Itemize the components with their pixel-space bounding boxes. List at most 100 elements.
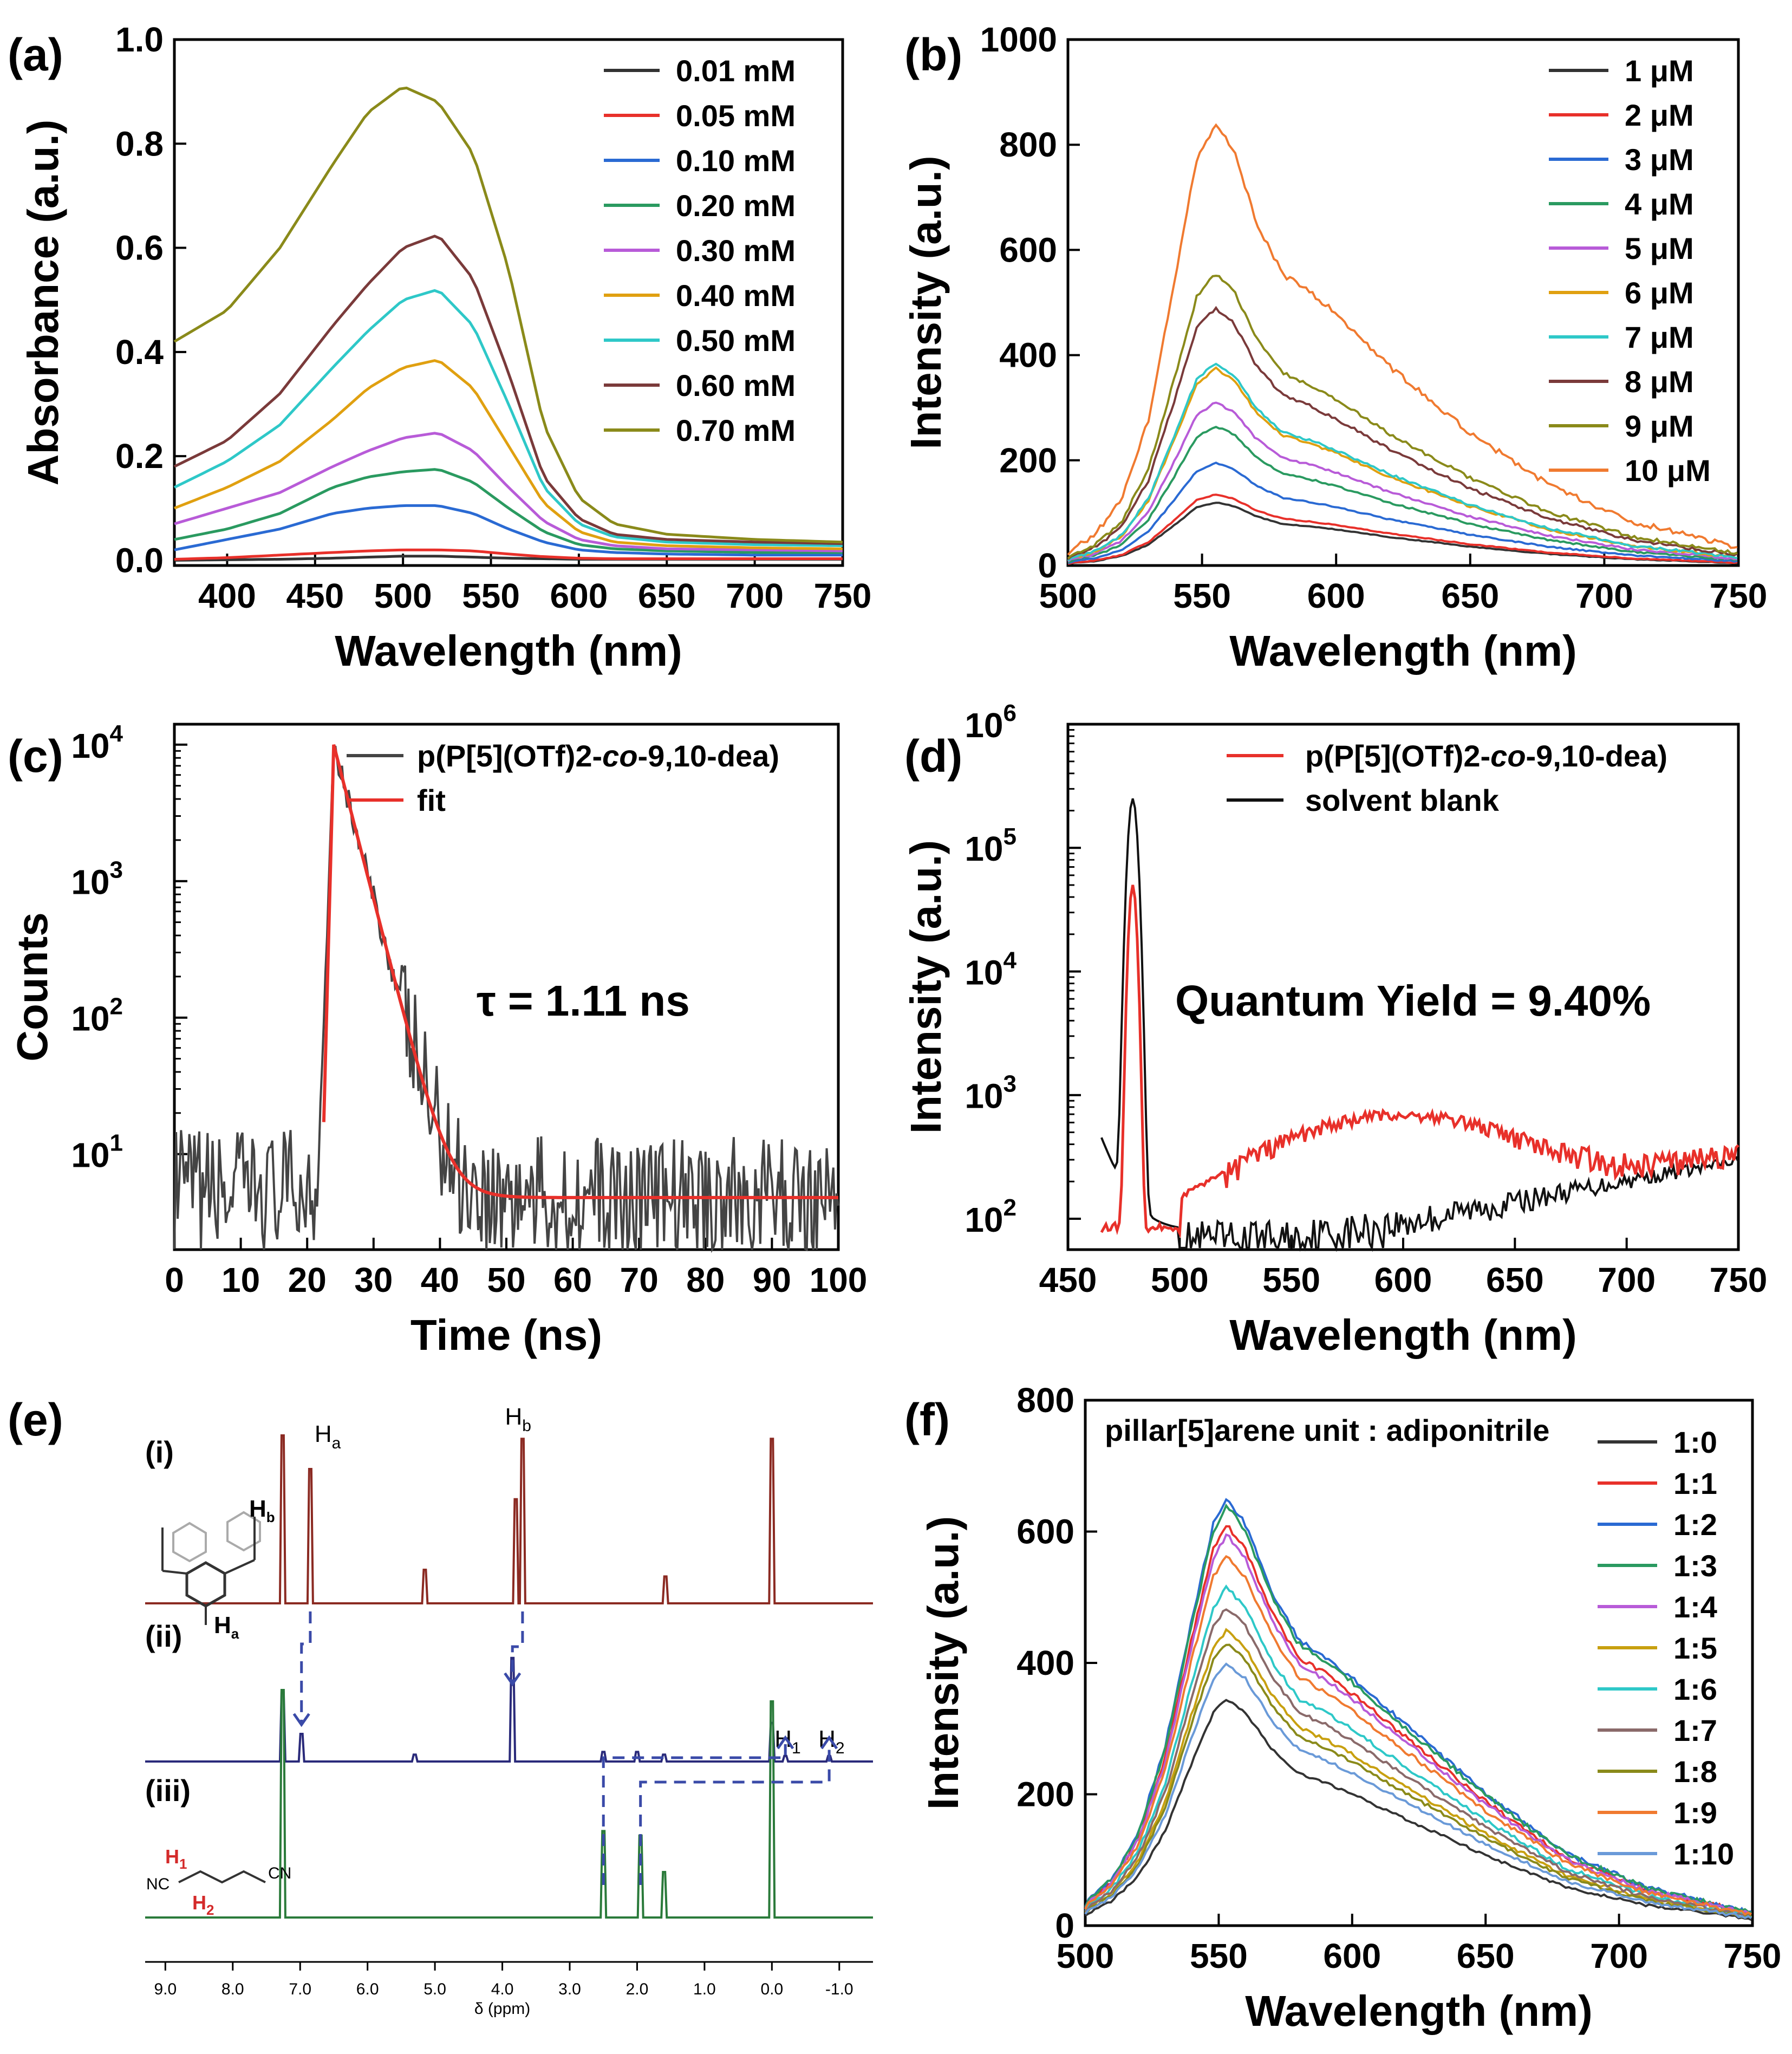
series-line-1:10: [1084, 1662, 1752, 1920]
y-tick-base: 10: [71, 1136, 109, 1175]
panel-label: (c): [8, 731, 63, 782]
x-tick-label: 650: [1486, 1260, 1544, 1299]
legend-part: 2: [1463, 739, 1480, 773]
nmr-spectrum-line: [145, 1434, 873, 1604]
series-line-5μM: [1067, 401, 1738, 563]
y-tick-label: 102: [965, 1194, 1016, 1239]
x-tick-label: 8.0: [221, 1980, 244, 1998]
y-tick-base: 10: [71, 863, 109, 902]
x-tick-label: 750: [1710, 1260, 1768, 1299]
structure-h1-label: H1: [165, 1845, 187, 1872]
legend-entry: 0.01 mM: [676, 54, 796, 88]
series-line-fit: [322, 744, 838, 1199]
x-tick-label: 750: [1710, 576, 1768, 615]
x-tick-label: 550: [1173, 576, 1231, 615]
x-tick-label: -1.0: [825, 1980, 853, 1998]
chart-e: (e) (i) (ii) (iii) 9.0 8.0 7.0 6.0 5.0 4.0 3.0 2.0 1…: [8, 1394, 873, 2018]
y-tick-label: 106: [965, 700, 1016, 745]
x-tick-label: 5.0: [423, 1980, 446, 1998]
x-tick-label: 80: [686, 1260, 725, 1299]
shift-arrow-h1: [602, 1744, 787, 1885]
y-tick-base: 10: [965, 953, 1003, 992]
structure-sub: a: [231, 1626, 239, 1642]
series-line-data: [173, 745, 839, 1253]
y-tick-label: 0.4: [115, 333, 164, 372]
legend-part: co: [1490, 739, 1526, 773]
x-tick-label: 2.0: [626, 1980, 649, 1998]
legend-entry: 4 μM: [1625, 187, 1694, 221]
series-line-0.10mM: [174, 504, 843, 557]
x-tick-label: 20: [288, 1260, 327, 1299]
y-tick-label: 400: [999, 336, 1057, 375]
x-tick-label: 650: [1441, 576, 1499, 615]
x-tick-label: 500: [374, 576, 432, 615]
legend-part: -: [592, 739, 603, 773]
series-line-1:6: [1084, 1584, 1752, 1918]
y-tick-exponent: 2: [1003, 1194, 1016, 1221]
series-line-9μM: [1067, 275, 1738, 560]
spectrum-label: (iii): [145, 1773, 191, 1808]
y-tick-label: 800: [999, 125, 1057, 164]
y-tick-label: 400: [1016, 1643, 1074, 1682]
x-tick-label: 700: [1590, 1936, 1648, 1975]
legend-entry: 1:10: [1673, 1837, 1734, 1871]
x-tick-label: 600: [550, 576, 608, 615]
y-tick-label: 0.0: [115, 541, 164, 580]
x-tick-label: 7.0: [289, 1980, 311, 1998]
legend-part: -: [1481, 739, 1491, 773]
x-tick-label: 750: [1724, 1936, 1782, 1975]
structure-h2-label: H2: [192, 1891, 214, 1918]
legend-part: -9,10-dea): [1526, 739, 1667, 773]
legend-entry: 6 μM: [1625, 276, 1694, 310]
legend-title: pillar[5]arene unit : adiponitrile: [1105, 1413, 1549, 1447]
x-tick-label: 3.0: [558, 1980, 581, 1998]
peak-label: Ha: [315, 1421, 341, 1452]
x-tick-label: 650: [1457, 1936, 1515, 1975]
structure-sub: 2: [206, 1902, 214, 1918]
shift-arrow-hb: [511, 1611, 524, 1682]
x-tick-label: 550: [1262, 1260, 1320, 1299]
x-tick-label: 0: [165, 1260, 184, 1299]
legend-entry: 1:5: [1673, 1631, 1717, 1665]
lifetime-annotation: τ = 1.11 ns: [477, 977, 690, 1025]
legend-entry: 9 μM: [1625, 409, 1694, 443]
legend-entry: 5 μM: [1625, 231, 1694, 265]
quantum-yield-annotation: Quantum Yield = 9.40%: [1175, 977, 1651, 1025]
legend-entry: 1:4: [1673, 1590, 1717, 1624]
legend-entry: 0.70 mM: [676, 413, 796, 447]
y-tick-label: 1.0: [115, 20, 164, 59]
y-tick-exponent: 6: [1003, 700, 1016, 726]
series-line-0.70mM: [173, 86, 843, 544]
x-axis-title: δ (ppm): [474, 2000, 530, 2018]
legend-part: 2: [575, 739, 592, 773]
spectrum-label: (ii): [145, 1619, 182, 1653]
series-line-7μM: [1067, 362, 1738, 562]
y-tick-base: 10: [965, 829, 1003, 868]
series-line-sample: [1100, 885, 1739, 1239]
y-tick-base: 10: [71, 999, 109, 1038]
x-tick-label: 700: [1575, 576, 1633, 615]
chart-c: (c) 0 10 20 30 40 50 60 70 80 90 100 Time (ns) Counts…: [8, 720, 867, 1359]
y-tick-base: 10: [965, 1200, 1003, 1239]
series-line-1:5: [1084, 1628, 1752, 1919]
legend-entry: 1:8: [1673, 1754, 1717, 1789]
legend-part: -9,10-dea): [638, 739, 779, 773]
shift-arrow-ha: [300, 1611, 312, 1722]
x-tick-label: 500: [1057, 1936, 1115, 1975]
y-tick-exponent: 1: [110, 1130, 123, 1156]
structure-sub: 1: [179, 1856, 187, 1872]
series-line-0.20mM: [174, 468, 843, 554]
legend-entry: p(P[5](OTf)2-co-9,10-dea): [1305, 739, 1667, 773]
series-line-1:8: [1084, 1643, 1752, 1918]
y-tick-label: 103: [71, 857, 123, 902]
structure-sub: b: [266, 1509, 275, 1525]
x-axis-title: Wavelength (nm): [1229, 627, 1576, 675]
x-tick-label: 1.0: [693, 1980, 716, 1998]
arrow-head: [777, 1735, 794, 1750]
legend-entry: 1:7: [1673, 1713, 1717, 1747]
legend-entry: 1:0: [1673, 1425, 1717, 1459]
y-tick-base: 10: [965, 1077, 1003, 1116]
x-tick-label: 6.0: [356, 1980, 379, 1998]
structure-h: H: [249, 1496, 266, 1522]
